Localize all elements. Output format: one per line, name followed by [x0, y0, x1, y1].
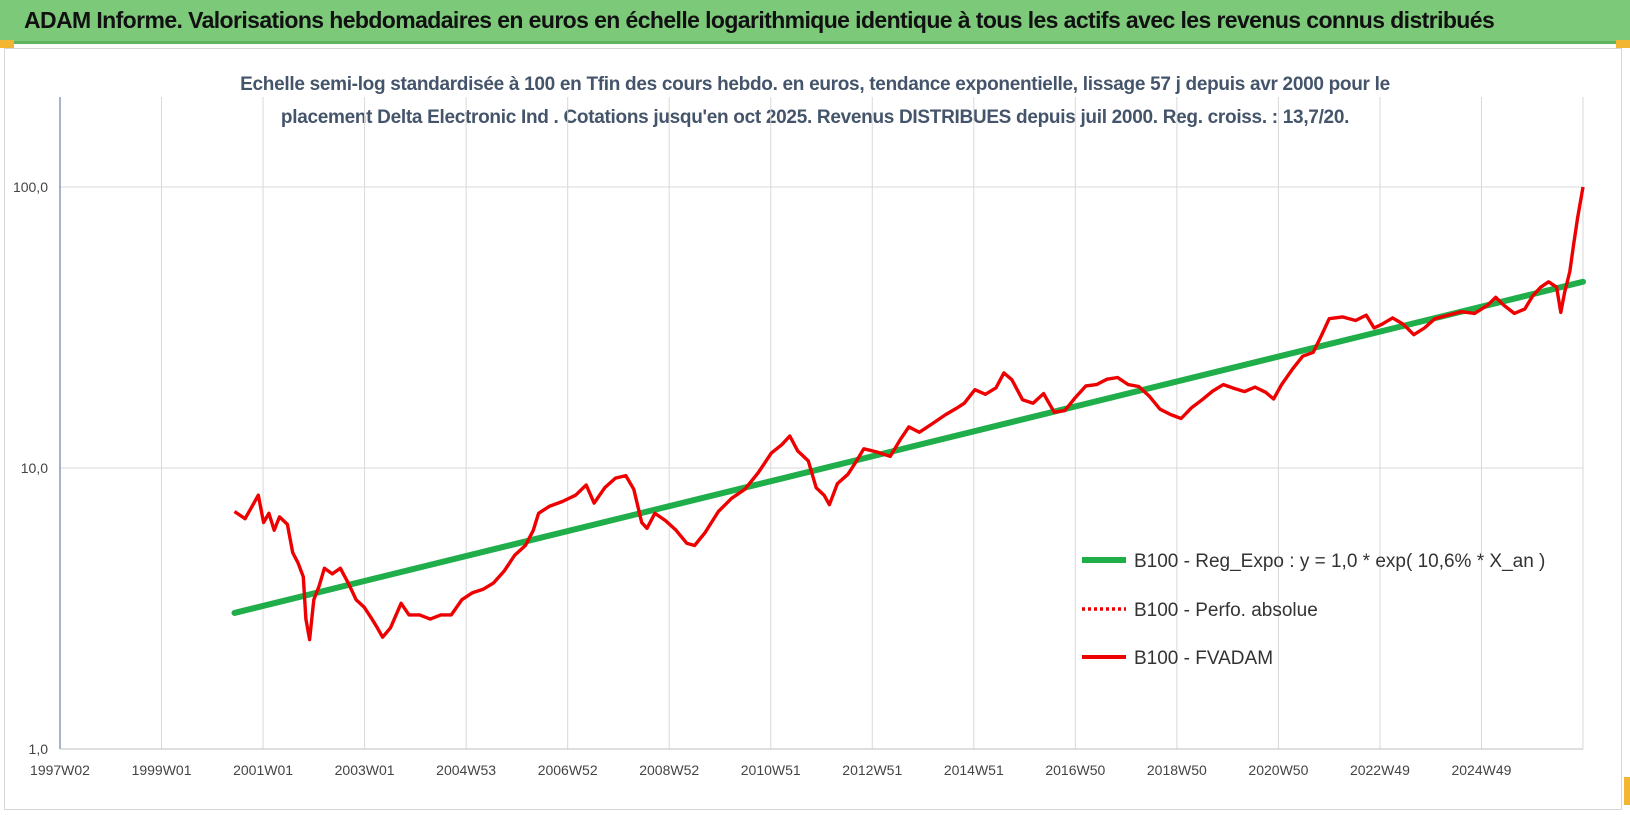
y-tick-label: 10,0: [21, 460, 48, 476]
legend: B100 - Reg_Expo : y = 1,0 * exp( 10,6% *…: [1082, 551, 1545, 669]
trend-line: [231, 278, 1586, 616]
x-tick-label: 2020W50: [1248, 762, 1308, 778]
x-tick-label: 1999W01: [132, 762, 192, 778]
legend-label: B100 - FVADAM: [1134, 648, 1273, 669]
x-tick-label: 1997W02: [30, 762, 90, 778]
title-banner: ADAM Informe. Valorisations hebdomadaire…: [0, 0, 1630, 44]
chart-title-line-1: Echelle semi-log standardisée à 100 en T…: [240, 74, 1390, 95]
chart-area: [4, 48, 1622, 810]
legend-label: B100 - Reg_Expo : y = 1,0 * exp( 10,6% *…: [1134, 551, 1545, 572]
x-tick-label: 2016W50: [1045, 762, 1105, 778]
fvadam-line: [233, 186, 1585, 642]
x-tick-label: 2003W01: [335, 762, 395, 778]
corner-marker-bottom-right: [1624, 777, 1630, 805]
x-tick-label: 2014W51: [944, 762, 1004, 778]
x-tick-label: 2012W51: [842, 762, 902, 778]
banner-title: ADAM Informe. Valorisations hebdomadaire…: [24, 7, 1495, 33]
x-tick-label: 2001W01: [233, 762, 293, 778]
x-tick-label: 2010W51: [741, 762, 801, 778]
x-tick-label: 2018W50: [1147, 762, 1207, 778]
x-axis-ticks: 1997W02 1999W01 2001W01 2003W01 2004W53 2006W…: [30, 762, 1512, 778]
corner-marker-left: [0, 40, 14, 48]
chart-title-line-2: placement Delta Electronic Ind . Cotatio…: [280, 107, 1350, 128]
x-tick-label: 2008W52: [639, 762, 699, 778]
x-tick-label: 2022W49: [1350, 762, 1410, 778]
x-tick-label: 2006W52: [538, 762, 598, 778]
y-axis-ticks: 1,0 10,0 100,0: [13, 179, 48, 757]
chart-title: Echelle semi-log standardisée à 100 en T…: [150, 68, 1480, 134]
y-tick-label: 100,0: [13, 179, 48, 195]
gridlines: [59, 97, 1584, 750]
corner-marker-right: [1616, 40, 1630, 48]
y-tick-label: 1,0: [29, 741, 49, 757]
x-tick-label: 2024W49: [1451, 762, 1511, 778]
x-tick-label: 2004W53: [436, 762, 496, 778]
legend-label: B100 - Perfo. absolue: [1134, 600, 1318, 621]
series-group: [231, 186, 1586, 642]
